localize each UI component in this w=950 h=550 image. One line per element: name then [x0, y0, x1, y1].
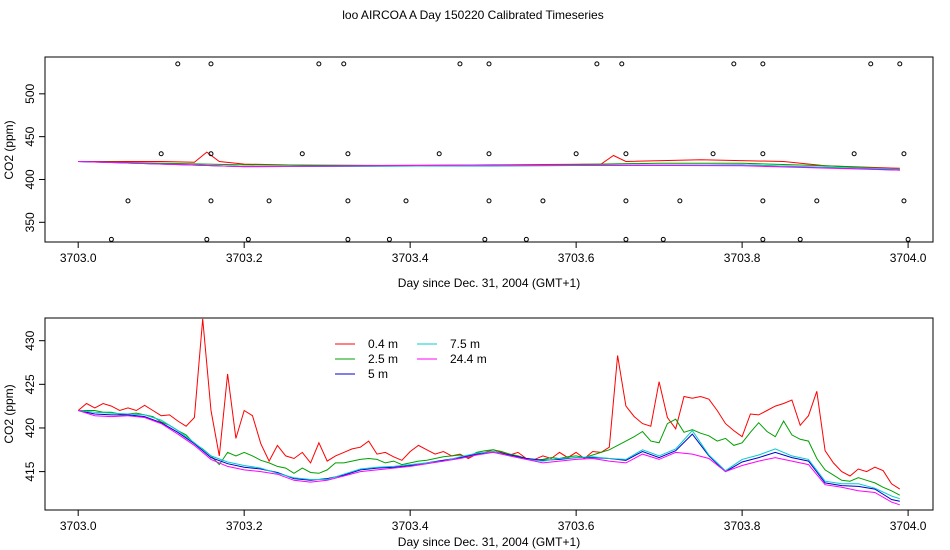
top-flag-marker [660, 236, 666, 242]
bottom-y-tick-label: 420 [23, 418, 37, 438]
top-flag-marker [814, 198, 820, 204]
bottom-series-line-2-5-m [78, 410, 901, 496]
top-flag-marker [204, 236, 210, 242]
bottom-x-tick-label: 3703.6 [558, 519, 595, 533]
top-flag-marker [482, 236, 488, 242]
top-flag-marker [245, 236, 251, 242]
top-x-tick-label: 3703.4 [392, 251, 429, 265]
top-flag-marker [386, 236, 392, 242]
top-flag-marker [266, 198, 272, 204]
bottom-plot-frame [44, 317, 934, 511]
top-series-line-s1 [78, 161, 900, 170]
bottom-x-tick-label: 3703.2 [226, 519, 263, 533]
top-x-tick-label: 3703.6 [558, 251, 595, 265]
top-flag-marker [345, 198, 351, 204]
bottom-series-line-7-5-m [78, 410, 900, 500]
top-y-tick-label: 500 [23, 83, 37, 103]
top-x-axis-title: Day since Dec. 31, 2004 (GMT+1) [398, 276, 580, 290]
top-flag-marker [905, 236, 911, 242]
top-series-line-s4 [78, 161, 900, 171]
bottom-y-tick-label: 415 [23, 461, 37, 481]
top-x-tick-label: 3703.2 [226, 251, 263, 265]
top-flag-marker [868, 61, 874, 67]
top-flag-marker [573, 151, 579, 157]
top-x-tick-label: 3704.0 [890, 251, 927, 265]
top-flag-marker [125, 198, 131, 204]
bottom-x-axis-title: Day since Dec. 31, 2004 (GMT+1) [398, 535, 580, 549]
bottom-x-tick-label: 3703.4 [392, 519, 429, 533]
top-flag-marker [457, 61, 463, 67]
top-flag-marker [710, 151, 716, 157]
top-flag-marker [760, 61, 766, 67]
top-flag-marker [299, 151, 305, 157]
top-flag-marker [345, 236, 351, 242]
legend: 0.4 m2.5 m5 m 7.5 m24.4 m [335, 337, 487, 381]
top-flag-marker [208, 61, 214, 67]
top-flag-marker [594, 61, 600, 67]
top-flag-marker [851, 151, 857, 157]
top-x-tick-label: 3703.0 [60, 251, 97, 265]
top-flag-marker [486, 198, 492, 204]
top-flag-marker [901, 151, 907, 157]
bottom-series-line-5-m [78, 410, 900, 502]
top-y-tick-label: 450 [23, 126, 37, 146]
legend-label: 24.4 m [450, 352, 487, 366]
bottom-x-tick-label: 3703.8 [724, 519, 761, 533]
top-flag-marker [677, 198, 683, 204]
top-flag-marker [341, 61, 347, 67]
legend-label: 7.5 m [450, 337, 480, 351]
top-flag-marker [619, 61, 625, 67]
top-flag-marker [208, 198, 214, 204]
top-plot-frame [44, 56, 934, 243]
top-flag-marker [208, 151, 214, 157]
top-flag-marker [760, 198, 766, 204]
bottom-series-line-0-4-m [77, 318, 901, 490]
top-flag-marker [760, 151, 766, 157]
top-flag-marker [175, 61, 181, 67]
top-flag-marker [316, 61, 322, 67]
top-flag-marker [897, 61, 903, 67]
legend-label: 2.5 m [368, 352, 398, 366]
chart-title: loo AIRCOA A Day 150220 Calibrated Times… [342, 8, 603, 22]
top-flag-marker [345, 151, 351, 157]
top-flag-marker [623, 236, 629, 242]
top-flag-marker [623, 198, 629, 204]
top-flag-marker [797, 236, 803, 242]
bottom-x-tick-label: 3703.0 [60, 519, 97, 533]
top-flag-marker [486, 151, 492, 157]
top-flag-marker [760, 236, 766, 242]
top-panel: Day since Dec. 31, 2004 (GMT+1) CO2 (ppm… [2, 56, 934, 290]
bottom-x-tick-label: 3704.0 [890, 519, 927, 533]
top-y-tick-label: 350 [23, 212, 37, 232]
legend-label: 0.4 m [368, 337, 398, 351]
bottom-y-tick-label: 430 [23, 330, 37, 350]
top-flag-marker [108, 236, 114, 242]
bottom-y-tick-label: 425 [23, 374, 37, 394]
top-flag-marker [523, 236, 529, 242]
top-flag-marker [731, 61, 737, 67]
top-y-tick-label: 400 [23, 169, 37, 189]
top-y-axis-title: CO2 (ppm) [2, 120, 16, 179]
bottom-y-axis-title: CO2 (ppm) [2, 384, 16, 443]
top-flag-marker [436, 151, 442, 157]
top-flag-marker [158, 151, 164, 157]
top-flag-marker [403, 198, 409, 204]
bottom-panel: Day since Dec. 31, 2004 (GMT+1) CO2 (ppm… [2, 317, 934, 549]
top-flag-marker [540, 198, 546, 204]
bottom-series-line-24-4-m [78, 410, 900, 506]
legend-label: 5 m [368, 367, 388, 381]
top-x-tick-label: 3703.8 [724, 251, 761, 265]
top-flag-marker [486, 61, 492, 67]
top-flag-marker [623, 151, 629, 157]
top-flag-marker [901, 198, 907, 204]
